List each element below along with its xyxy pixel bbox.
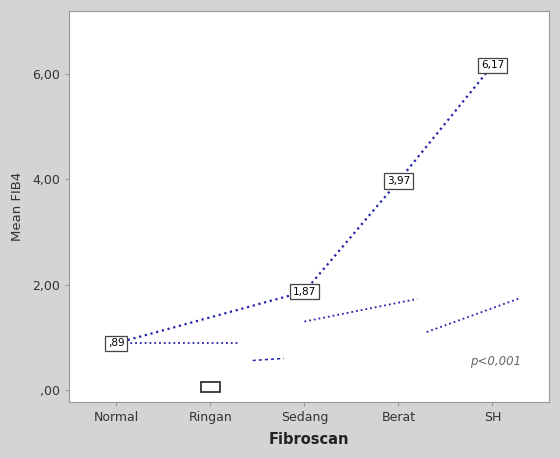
Text: ,89: ,89: [108, 338, 125, 348]
Text: p<0,001: p<0,001: [469, 354, 521, 367]
Text: 6,17: 6,17: [481, 60, 504, 71]
Y-axis label: Mean FIB4: Mean FIB4: [11, 172, 24, 241]
Bar: [201, 382, 220, 393]
X-axis label: Fibroscan: Fibroscan: [269, 432, 349, 447]
Text: 3,97: 3,97: [387, 176, 410, 186]
Text: 1,87: 1,87: [293, 287, 316, 297]
